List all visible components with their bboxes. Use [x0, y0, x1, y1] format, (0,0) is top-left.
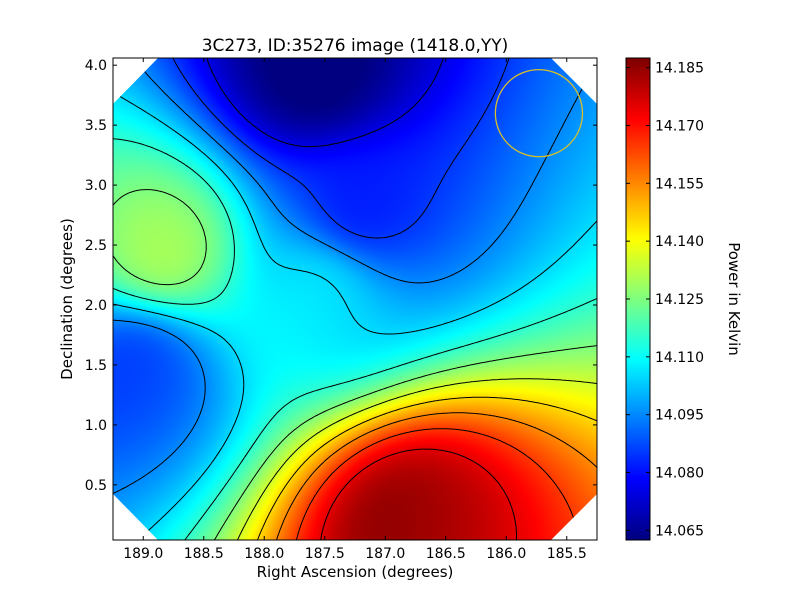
y-tick-label: 1.5: [85, 358, 107, 374]
x-tick-label: 186.5: [426, 546, 466, 562]
colorbar-tick-label: 14.140: [655, 234, 704, 250]
x-axis: 189.0 188.5 188.0 187.5 187.0 186.5 186.0 185.5: [123, 58, 587, 562]
y-tick-label: 4.0: [85, 58, 107, 74]
contour-lines: [113, 58, 597, 540]
y-tick-label: 3.5: [85, 118, 107, 134]
x-tick-label: 186.0: [486, 546, 526, 562]
heatmap-image: [113, 58, 597, 540]
contour-line: [295, 428, 580, 540]
x-tick-label: 188.5: [184, 546, 224, 562]
colorbar-tick-label: 14.080: [655, 466, 704, 482]
y-axis: 0.5 1.0 1.5 2.0 2.5 3.0 3.5 4.0: [85, 58, 597, 494]
colorbar-label: Power in Kelvin: [725, 242, 743, 356]
plot-frame: [112, 57, 598, 541]
colorbar-tick-label: 14.155: [655, 176, 704, 192]
plot-area: [112, 57, 598, 541]
colorbar-tick-label: 14.125: [655, 292, 704, 308]
x-tick-label: 187.0: [365, 546, 405, 562]
contour-line: [113, 138, 597, 540]
colorbar-tick-label: 14.170: [655, 118, 704, 134]
y-tick-label: 3.0: [85, 178, 107, 194]
x-tick-label: 185.5: [547, 546, 587, 562]
x-axis-label: Right Ascension (degrees): [257, 563, 454, 581]
contour-line: [257, 396, 597, 540]
x-tick-label: 187.5: [305, 546, 345, 562]
y-tick-label: 0.5: [85, 478, 107, 494]
contour-line: [276, 412, 597, 540]
colorbar-tick-label: 14.185: [655, 61, 704, 77]
colorbar: 14.065 14.080 14.095 14.110 14.125 14.140 14.1…: [625, 57, 743, 541]
colorbar-tick-label: 14.065: [655, 523, 704, 539]
y-axis-label: Declination (degrees): [58, 218, 76, 380]
colorbar-tick-label: 14.110: [655, 350, 704, 366]
y-tick-label: 2.0: [85, 298, 107, 314]
x-tick-label: 188.0: [244, 546, 284, 562]
contour-line: [206, 58, 444, 148]
target-circle-marker: [494, 68, 584, 158]
y-tick-label: 1.0: [85, 418, 107, 434]
contour-line: [172, 58, 510, 239]
colorbar-ticks: 14.065 14.080 14.095 14.110 14.125 14.140 14.1…: [626, 61, 704, 539]
colorbar-tick-label: 14.095: [655, 408, 704, 424]
contour-line: [320, 448, 517, 540]
chart-title: 3C273, ID:35276 image (1418.0,YY): [202, 36, 509, 56]
contour-line: [237, 378, 597, 540]
y-tick-label: 2.5: [85, 238, 107, 254]
contour-line: [113, 189, 597, 540]
x-tick-label: 189.0: [123, 546, 163, 562]
